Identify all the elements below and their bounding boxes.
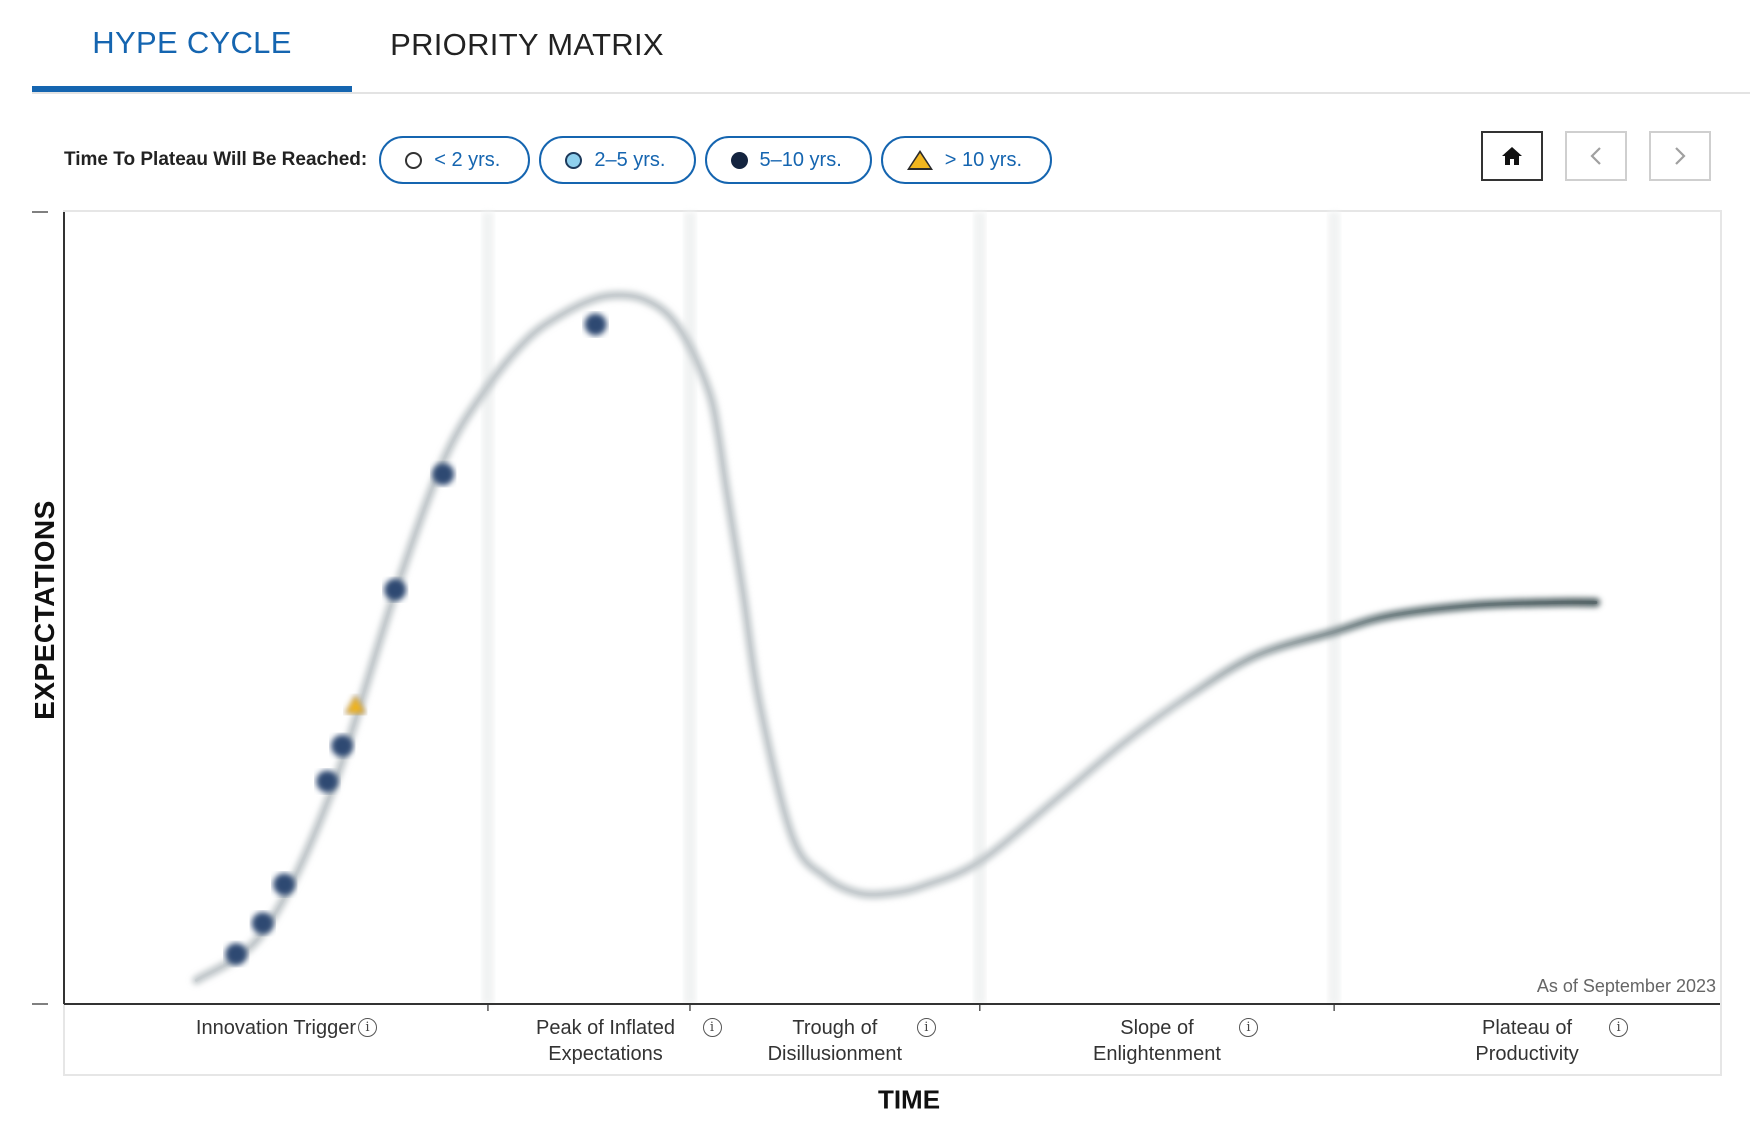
dark-navy-circle-icon bbox=[730, 151, 748, 169]
phase-label-text: Trough of Disillusionment bbox=[767, 1017, 903, 1065]
technology-marker[interactable] bbox=[432, 463, 455, 486]
legend-title: Time To Plateau Will Be Reached: bbox=[64, 149, 368, 170]
phase-label-text: Peak of Inflated Expectations bbox=[536, 1017, 675, 1065]
legend-filter-gt10[interactable]: > 10 yrs. bbox=[880, 136, 1053, 184]
phase-label-text: Plateau of Productivity bbox=[1475, 1017, 1579, 1065]
legend-filter-2to5[interactable]: 2–5 yrs. bbox=[539, 136, 696, 184]
view-tabs: HYPE CYCLE PRIORITY MATRIX bbox=[32, 0, 1750, 94]
phase-divider bbox=[1328, 212, 1341, 1004]
tab-priority-matrix[interactable]: PRIORITY MATRIX bbox=[390, 27, 664, 62]
technology-marker[interactable] bbox=[584, 313, 607, 336]
as-of-date: As of September 2023 bbox=[1536, 976, 1716, 996]
technology-marker[interactable] bbox=[225, 943, 248, 966]
phase-label: Peak of Inflated Expectations i bbox=[506, 1015, 722, 1067]
legend-label: 5–10 yrs. bbox=[759, 148, 842, 171]
chevron-right-icon bbox=[1675, 147, 1686, 165]
technology-marker[interactable] bbox=[316, 770, 339, 793]
technology-marker[interactable] bbox=[331, 734, 354, 757]
next-button[interactable] bbox=[1649, 131, 1711, 181]
y-axis-label: EXPECTATIONS bbox=[29, 500, 60, 720]
light-blue-circle-icon bbox=[565, 151, 583, 169]
previous-button[interactable] bbox=[1565, 131, 1627, 181]
phase-label: Trough of Disillusionment i bbox=[750, 1015, 936, 1067]
info-icon[interactable]: i bbox=[1238, 1018, 1258, 1037]
time-to-plateau-legend: Time To Plateau Will Be Reached: < 2 yrs… bbox=[64, 134, 1061, 186]
open-circle-icon bbox=[405, 151, 423, 169]
phase-divider bbox=[973, 212, 986, 1004]
tab-hype-cycle[interactable]: HYPE CYCLE bbox=[32, 0, 352, 92]
hype-curve bbox=[191, 290, 1601, 985]
legend-label: < 2 yrs. bbox=[434, 148, 501, 171]
info-icon[interactable]: i bbox=[702, 1018, 722, 1037]
legend-filter-lt2[interactable]: < 2 yrs. bbox=[379, 136, 531, 184]
legend-label: > 10 yrs. bbox=[944, 148, 1023, 171]
phase-label: Slope of Enlightenment i bbox=[1072, 1015, 1258, 1067]
technology-marker[interactable] bbox=[251, 912, 274, 935]
info-icon[interactable]: i bbox=[357, 1018, 377, 1037]
phase-label-text: Innovation Trigger bbox=[195, 1017, 356, 1039]
info-icon[interactable]: i bbox=[916, 1018, 936, 1037]
phase-label-text: Slope of Enlightenment bbox=[1093, 1017, 1221, 1065]
technology-marker[interactable] bbox=[344, 694, 367, 714]
technology-marker[interactable] bbox=[384, 578, 407, 601]
phase-divider bbox=[481, 212, 494, 1004]
chevron-left-icon bbox=[1590, 147, 1601, 165]
phase-label: Plateau of Productivity i bbox=[1442, 1015, 1629, 1067]
info-icon[interactable]: i bbox=[1609, 1018, 1629, 1037]
x-axis-label: TIME bbox=[877, 1084, 941, 1115]
phase-label: Innovation Trigger i bbox=[191, 1015, 377, 1041]
technology-marker[interactable] bbox=[273, 873, 296, 896]
home-icon bbox=[1502, 147, 1522, 165]
yellow-triangle-icon bbox=[906, 150, 933, 170]
legend-label: 2–5 yrs. bbox=[594, 148, 666, 171]
legend-filter-5to10[interactable]: 5–10 yrs. bbox=[704, 136, 872, 184]
hype-curve-core bbox=[194, 293, 1598, 982]
phase-divider bbox=[683, 212, 696, 1004]
home-button[interactable] bbox=[1481, 131, 1543, 181]
